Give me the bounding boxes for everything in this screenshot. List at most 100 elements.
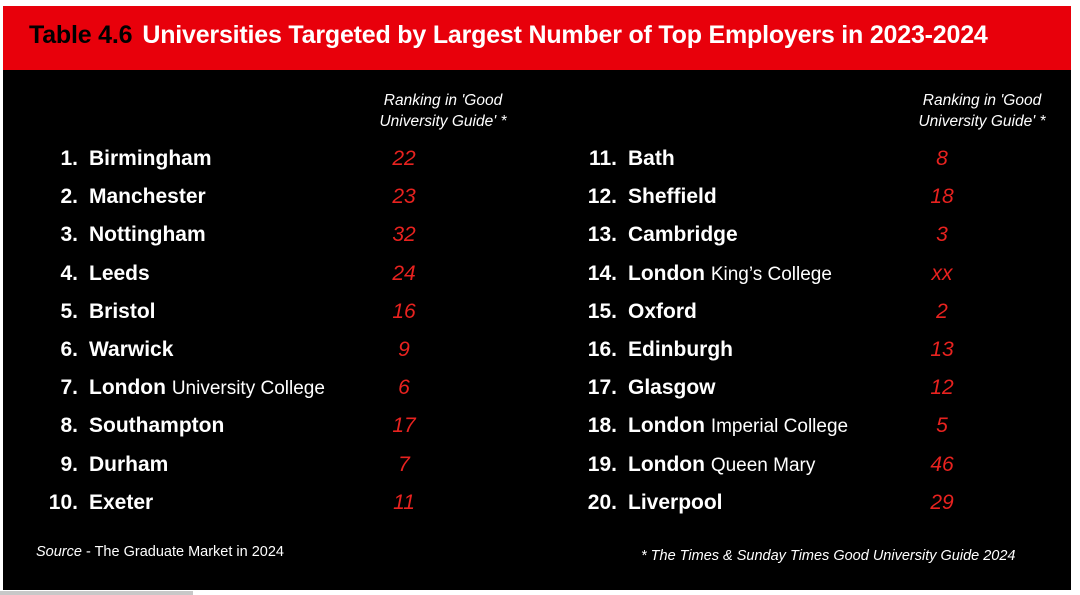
table-row: 20. Liverpool 29	[545, 488, 1005, 518]
university-college: University College	[171, 378, 325, 400]
row-number: 13.	[587, 223, 617, 247]
university-name-main: Birmingham	[89, 147, 212, 170]
table-row: 13. Cambridge 3	[545, 220, 1005, 250]
row-number: 18.	[587, 414, 617, 438]
table-number: Table 4.6	[29, 21, 133, 49]
table-row: 4. Leeds 24	[6, 259, 466, 289]
university-name-main: Oxford	[628, 299, 697, 323]
university-college: King’s College	[710, 263, 832, 285]
row-number: 4.	[60, 261, 78, 285]
university-name: Oxford	[628, 297, 697, 327]
university-name-main: Glasgow	[628, 376, 716, 400]
title-text: Universities Targeted by Largest Number …	[142, 21, 988, 49]
university-name: Birmingham	[89, 144, 212, 174]
row-number: 7.	[60, 376, 78, 400]
row-number: 12.	[587, 185, 617, 209]
guide-ranking: 6	[398, 376, 410, 400]
university-name: London King’s College	[628, 259, 832, 290]
source-label: Source	[36, 544, 82, 560]
guide-ranking: 12	[930, 376, 954, 400]
guide-ranking: 17	[392, 414, 416, 438]
university-name-main: Durham	[89, 452, 169, 476]
university-name: Sheffield	[628, 182, 717, 212]
row-number: 16.	[587, 338, 617, 361]
university-name: Bristol	[89, 297, 156, 327]
table-row: 10. Exeter 11	[6, 488, 466, 518]
guide-ranking: 5	[936, 414, 948, 438]
table-row: 5. Bristol 16	[6, 297, 466, 327]
row-number: 3.	[60, 223, 78, 247]
university-name: London Imperial College	[628, 411, 848, 442]
university-name-main: London	[89, 376, 166, 400]
university-name: Edinburgh	[628, 335, 733, 365]
ranking-column-header-right: Ranking in 'Good University Guide' *	[892, 90, 1071, 132]
source-text: - The Graduate Market in 2024	[81, 544, 284, 560]
table-row: 7. London University College 6	[6, 373, 466, 403]
university-name: London University College	[89, 373, 325, 404]
university-name: Nottingham	[89, 220, 206, 250]
university-name: Warwick	[89, 335, 173, 365]
university-name-main: Cambridge	[628, 223, 738, 247]
guide-ranking: 13	[930, 338, 954, 361]
table-title: Table 4.6 Universities Targeted by Larges…	[29, 21, 988, 50]
row-number: 1.	[60, 147, 78, 170]
footnote: * The Times & Sunday Times Good Universi…	[641, 548, 1016, 564]
table-row: 15. Oxford 2	[545, 297, 1005, 327]
university-name-main: Southampton	[89, 414, 225, 438]
guide-ranking: 32	[392, 223, 416, 247]
row-number: 19.	[587, 452, 617, 476]
guide-ranking: 9	[398, 338, 410, 361]
university-name: Durham	[89, 450, 168, 480]
row-number: 20.	[587, 490, 617, 514]
guide-ranking: 23	[392, 185, 416, 209]
university-name: Bath	[628, 144, 675, 174]
ranking-column-header-left: Ranking in 'Good University Guide' *	[353, 90, 533, 132]
header-line-2: University Guide' *	[379, 113, 507, 130]
table-row: 14. London King’s College xx	[545, 259, 1005, 289]
row-number: 2.	[60, 185, 78, 209]
guide-ranking: 11	[393, 490, 415, 514]
university-name-main: Nottingham	[89, 223, 206, 247]
table-row: 2. Manchester 23	[6, 182, 466, 212]
university-name-main: Bath	[628, 147, 675, 170]
university-name-main: Edinburgh	[628, 338, 733, 361]
table-row: 12. Sheffield 18	[545, 182, 1005, 212]
row-number: 17.	[587, 376, 617, 400]
row-number: 9.	[60, 452, 78, 476]
university-name: Glasgow	[628, 373, 716, 403]
guide-ranking: 3	[936, 223, 948, 247]
university-college: Imperial College	[710, 416, 849, 438]
university-name-main: London	[628, 414, 705, 438]
university-name: Cambridge	[628, 220, 738, 250]
guide-ranking: 16	[392, 299, 416, 323]
guide-ranking: 8	[936, 147, 948, 170]
row-number: 10.	[48, 490, 78, 514]
university-name-main: Exeter	[89, 490, 154, 514]
university-name-main: London	[628, 261, 705, 285]
header-line-2: University Guide' *	[918, 113, 1046, 130]
guide-ranking: 18	[930, 185, 954, 209]
header-line-1: Ranking in 'Good	[383, 92, 503, 109]
guide-ranking: xx	[931, 261, 953, 285]
title-bar: Table 4.6 Universities Targeted by Larges…	[3, 6, 1071, 70]
row-number: 11.	[588, 147, 617, 170]
row-number: 6.	[60, 338, 78, 361]
row-number: 5.	[60, 299, 78, 323]
university-name-main: Sheffield	[628, 185, 717, 209]
row-number: 15.	[587, 299, 617, 323]
row-number: 8.	[60, 414, 78, 438]
guide-ranking: 29	[930, 490, 954, 514]
university-name-main: Leeds	[89, 261, 150, 285]
table-row: 9. Durham 7	[6, 450, 466, 480]
row-number: 14.	[587, 261, 617, 285]
table-row: 18. London Imperial College 5	[545, 411, 1005, 441]
university-name: Manchester	[89, 182, 206, 212]
university-name-main: London	[628, 452, 705, 476]
table-row: 16. Edinburgh 13	[545, 335, 1005, 365]
university-name: Liverpool	[628, 488, 723, 518]
university-name-main: Liverpool	[628, 490, 723, 514]
university-college: Queen Mary	[710, 454, 816, 476]
table-row: 6. Warwick 9	[6, 335, 466, 365]
university-name: Southampton	[89, 411, 224, 441]
university-name: London Queen Mary	[628, 450, 815, 481]
